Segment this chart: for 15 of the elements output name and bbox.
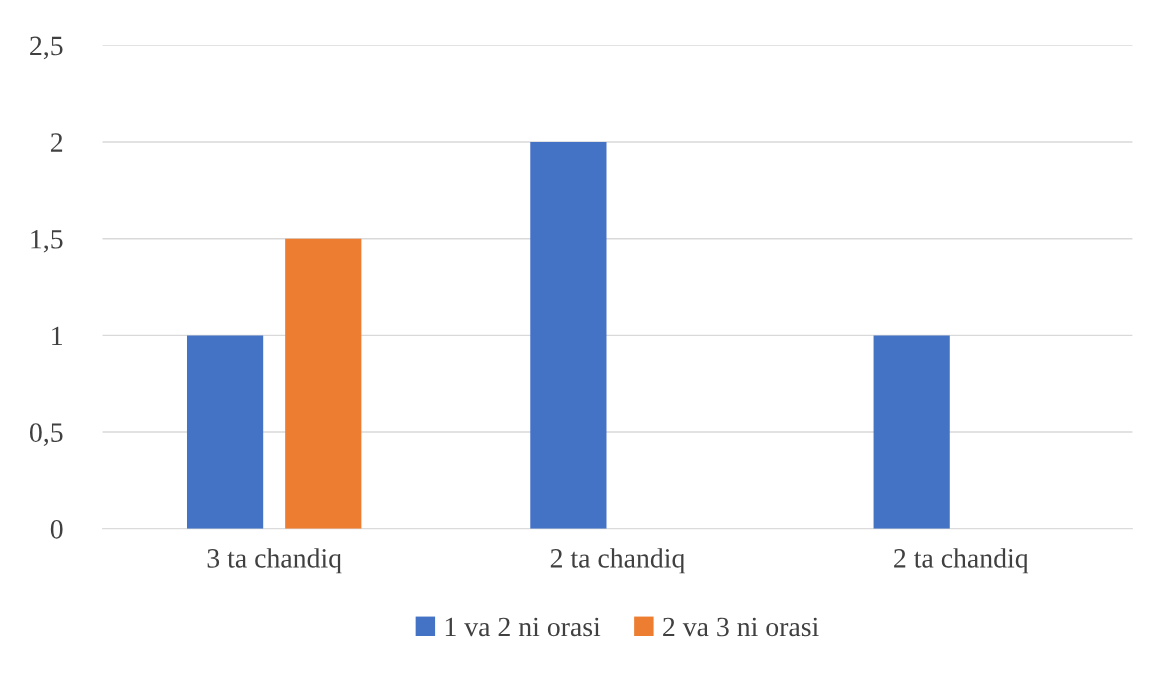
bar xyxy=(530,142,607,529)
x-tick-label: 2 ta chandiq xyxy=(894,548,1029,574)
x-tick-label: 2 ta chandiq xyxy=(550,548,685,574)
y-tick-label: 0 xyxy=(50,519,63,539)
bar xyxy=(285,238,362,529)
legend-label: 1 va 2 ni orasi xyxy=(445,617,601,637)
y-tick-label: 2,5 xyxy=(30,36,63,60)
y-tick-label: 0,5 xyxy=(29,423,63,446)
bar xyxy=(873,335,950,529)
y-tick-label: 2 xyxy=(50,133,63,152)
x-tick-label: 3 ta chandiq xyxy=(207,548,342,574)
bar xyxy=(186,335,264,529)
y-tick-label: 1,5 xyxy=(31,230,63,253)
legend-label: 2 va 3 ni orasi xyxy=(663,617,819,637)
y-tick-label: 1 xyxy=(52,326,62,346)
